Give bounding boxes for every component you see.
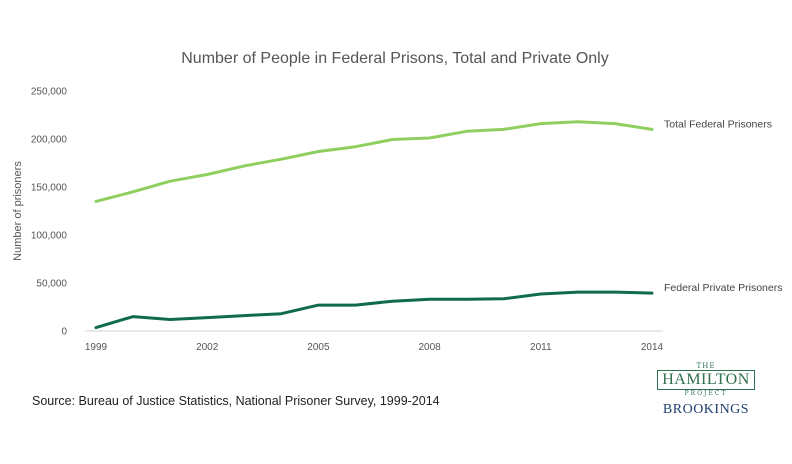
y-tick-label: 0 (61, 327, 67, 338)
logo-the-text: THE (696, 362, 716, 370)
x-tick-label: 2005 (307, 342, 330, 353)
logo-hamilton-text: HAMILTON (657, 370, 755, 390)
series-line-0 (94, 120, 654, 203)
y-ticks: 0 50,000 100,000 150,000 200,000 250,000 (31, 87, 68, 338)
y-tick-label: 100,000 (31, 231, 68, 242)
x-tick-label: 2002 (196, 342, 219, 353)
series-lines (94, 120, 654, 330)
x-ticks: 1999 2002 2005 2008 2011 2014 (85, 342, 664, 353)
x-tick-label: 2014 (641, 342, 664, 353)
series-label-1: Federal Private Prisoners (664, 282, 782, 294)
y-axis-label: Number of prisoners (12, 161, 24, 261)
y-tick-label: 250,000 (31, 87, 68, 98)
y-tick-label: 50,000 (36, 279, 67, 290)
logo-project-text: PROJECT (684, 390, 728, 397)
logo-brookings-text: BROOKINGS (662, 402, 750, 417)
source-note: Source: Bureau of Justice Statistics, Na… (32, 394, 440, 408)
x-tick-label: 2008 (418, 342, 441, 353)
y-tick-label: 150,000 (31, 183, 68, 194)
x-tick-label: 2011 (530, 342, 552, 353)
y-tick-label: 200,000 (31, 135, 68, 146)
series-labels: Total Federal Prisoners Federal Private P… (664, 118, 782, 294)
x-tick-label: 1999 (85, 342, 108, 353)
hamilton-brookings-logo: THE HAMILTON PROJECT BROOKINGS (646, 363, 766, 418)
series-label-0: Total Federal Prisoners (664, 118, 772, 130)
chart-title: Number of People in Federal Prisons, Tot… (181, 50, 608, 67)
series-line-1 (94, 290, 654, 330)
